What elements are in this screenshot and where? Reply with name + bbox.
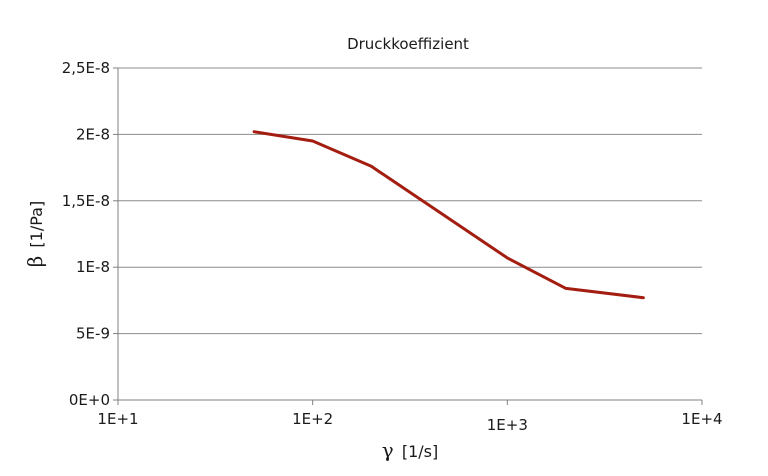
gridlines (118, 67, 702, 335)
x-tick-label: 1E+4 (681, 410, 722, 428)
y-ticks: 0E+0 5E-9 1E-8 1,5E-8 2E-8 2,5E-8 (62, 59, 118, 409)
series-layer (252, 130, 645, 300)
x-tick-label: 1E+2 (292, 410, 333, 428)
chart-title: Druckkoeffizient (347, 35, 469, 53)
y-tick-label: 1E-8 (76, 258, 110, 276)
y-tick-label: 1,5E-8 (62, 192, 110, 210)
y-axis-unit: [1/Pa] (27, 201, 46, 248)
y-axis-title: β [1/Pa] (23, 201, 47, 267)
series-line (252, 130, 645, 300)
x-axis-unit: [1/s] (402, 442, 438, 461)
y-tick-label: 0E+0 (69, 391, 110, 409)
x-ticks: 1E+1 1E+2 1E+3 1E+4 (97, 400, 723, 434)
y-tick-label: 5E-9 (76, 325, 110, 343)
x-axis-title: γ [1/s] (382, 438, 438, 462)
x-tick-label: 1E+1 (97, 410, 138, 428)
x-tick-label: 1E+3 (487, 416, 528, 434)
y-tick-label: 2,5E-8 (62, 59, 110, 77)
y-tick-label: 2E-8 (76, 125, 110, 143)
x-axis-symbol: γ (382, 438, 394, 462)
y-axis-symbol: β (23, 256, 47, 268)
